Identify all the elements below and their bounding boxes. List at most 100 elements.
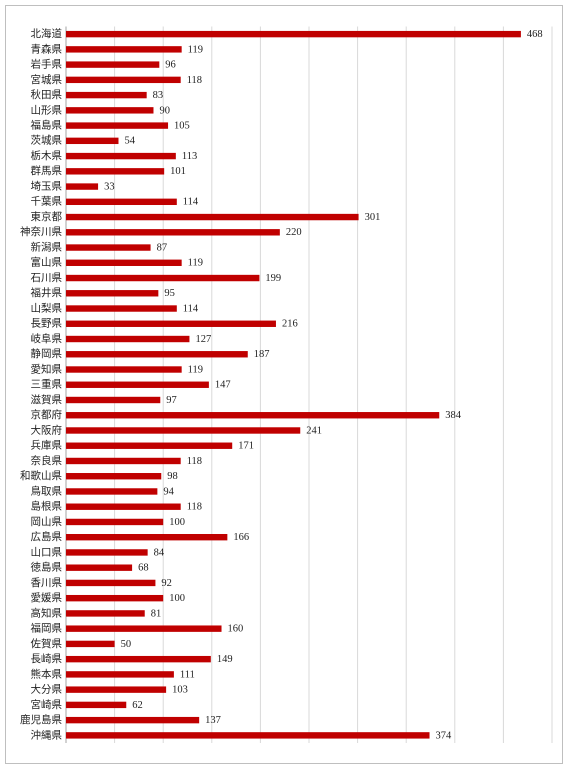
- data-label: 94: [163, 486, 174, 497]
- data-label: 87: [157, 242, 168, 253]
- y-tick-label: 埼玉県: [31, 179, 63, 192]
- data-label: 119: [188, 44, 203, 55]
- data-label: 137: [205, 715, 221, 726]
- y-tick-label: 長野県: [31, 318, 63, 330]
- bar: [66, 320, 276, 327]
- data-label: 98: [167, 471, 178, 482]
- bar: [66, 76, 181, 84]
- y-tick-label: 福井県: [31, 286, 63, 299]
- bar: [66, 168, 165, 175]
- data-label: 114: [183, 197, 199, 208]
- bar: [66, 351, 248, 358]
- bar: [66, 579, 156, 587]
- bar: [66, 366, 182, 373]
- y-tick-label: 奈良県: [31, 454, 63, 467]
- y-tick-label: 和歌山県: [20, 469, 62, 482]
- data-label: 68: [138, 563, 149, 574]
- bar: [66, 152, 176, 160]
- data-label: 119: [188, 364, 203, 375]
- data-label: 241: [306, 425, 322, 436]
- y-tick-label: 広島県: [31, 530, 63, 543]
- y-tick-label: 愛媛県: [31, 591, 63, 604]
- y-tick-label: 茨城県: [31, 134, 63, 147]
- bar: [66, 229, 280, 236]
- data-label: 468: [527, 29, 543, 40]
- data-label: 187: [254, 349, 270, 360]
- y-tick-label: 沖縄県: [31, 728, 63, 741]
- y-tick-label: 秋田県: [31, 88, 63, 101]
- data-label: 220: [286, 227, 302, 238]
- bar: [66, 381, 209, 388]
- y-tick-label: 青森県: [31, 42, 63, 55]
- bar: [66, 640, 115, 648]
- y-tick-label: 鹿児島県: [20, 713, 62, 726]
- y-tick-label: 徳島県: [31, 561, 63, 574]
- bar: [66, 701, 127, 709]
- bar: [66, 274, 260, 282]
- y-tick-label: 香川県: [31, 577, 63, 589]
- bar: [66, 503, 181, 510]
- data-label: 84: [154, 547, 165, 558]
- bar: [66, 488, 158, 495]
- data-label: 301: [365, 212, 381, 223]
- y-tick-label: 山形県: [31, 104, 63, 116]
- y-tick-label: 新潟県: [31, 240, 63, 253]
- bar: [66, 198, 177, 206]
- bar: [66, 625, 222, 632]
- data-label: 119: [188, 258, 203, 269]
- data-label: 118: [187, 75, 202, 86]
- data-label: 33: [104, 181, 115, 192]
- y-tick-label: 熊本県: [31, 667, 63, 680]
- data-label: 118: [187, 502, 202, 513]
- y-tick-label: 長崎県: [31, 652, 63, 665]
- data-label: 81: [151, 608, 162, 619]
- data-label: 111: [180, 669, 195, 680]
- y-tick-label: 佐賀県: [31, 637, 63, 650]
- bar: [66, 412, 440, 419]
- y-tick-label: 高知県: [31, 606, 63, 619]
- bar: [66, 533, 228, 541]
- data-label: 374: [436, 730, 453, 741]
- bar: [66, 686, 167, 693]
- y-tick-label: 岩手県: [31, 58, 63, 71]
- bar: [66, 518, 164, 526]
- y-tick-label: 愛知県: [31, 362, 63, 375]
- bar: [66, 655, 211, 663]
- bar: [66, 91, 147, 99]
- y-tick-label: 兵庫県: [31, 439, 63, 452]
- y-tick-label: 群馬県: [31, 164, 63, 177]
- bar: [66, 61, 160, 68]
- y-tick-label: 北海道: [31, 27, 63, 40]
- data-label: 171: [238, 441, 254, 452]
- data-label: 105: [174, 120, 190, 131]
- bar: [66, 594, 164, 602]
- bar: [66, 107, 154, 114]
- bar: [66, 473, 162, 480]
- y-tick-label: 富山県: [31, 256, 63, 269]
- data-label: 147: [215, 380, 231, 391]
- y-tick-label: 京都府: [31, 408, 63, 421]
- bar: [66, 671, 174, 678]
- data-label: 97: [166, 395, 177, 406]
- y-tick-label: 福岡県: [31, 622, 63, 635]
- y-tick-label: 石川県: [31, 272, 63, 284]
- bar: [66, 183, 99, 190]
- data-label: 96: [165, 60, 176, 71]
- y-tick-label: 宮城県: [31, 73, 63, 86]
- bar: [66, 610, 145, 617]
- bar: [66, 427, 301, 434]
- data-label: 114: [183, 303, 199, 314]
- y-tick-label: 山口県: [31, 546, 63, 558]
- bar: [66, 259, 182, 266]
- data-label: 127: [195, 334, 211, 345]
- data-label: 103: [172, 685, 188, 696]
- data-label: 216: [282, 319, 298, 330]
- bar: [66, 732, 430, 739]
- bar: [66, 290, 159, 297]
- y-tick-label: 栃木県: [31, 149, 63, 162]
- y-tick-label: 大阪府: [31, 423, 63, 436]
- y-tick-label: 東京都: [31, 210, 63, 223]
- data-label: 62: [132, 700, 143, 711]
- bar: [66, 549, 148, 556]
- bar: [66, 716, 200, 724]
